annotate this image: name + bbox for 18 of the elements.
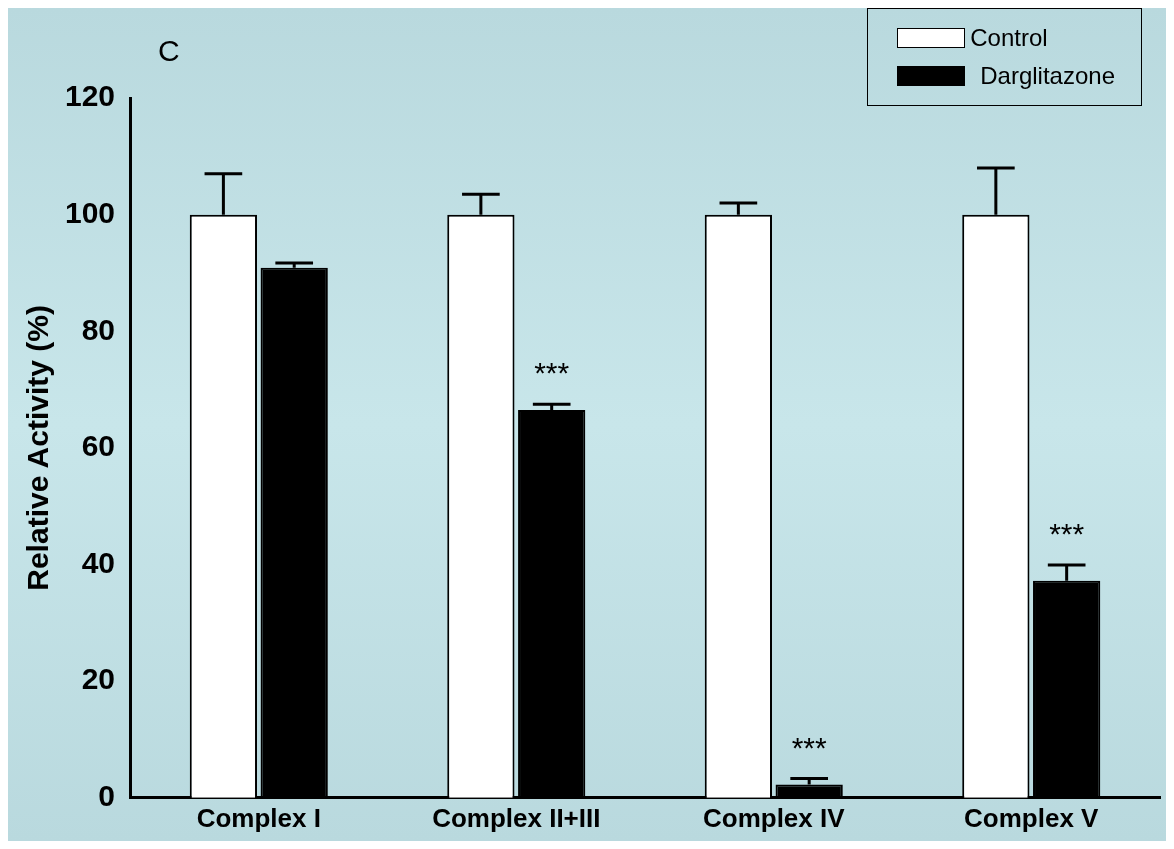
annotation: *** [791, 730, 828, 764]
y-tick-label: 40 [81, 545, 116, 579]
y-tick-label: 80 [81, 312, 116, 346]
x-tick-label: Complex IV [702, 802, 846, 833]
y-tick-label: 60 [81, 429, 116, 463]
y-tick-label: 100 [64, 195, 116, 229]
x-tick-label: Complex I [196, 802, 321, 833]
annotation: *** [534, 356, 570, 390]
x-tick-label: Complex II+III [432, 802, 601, 833]
y-tick-label: 20 [81, 662, 116, 696]
y-tick-label: 120 [64, 79, 116, 113]
x-tick-label: Complex V [964, 802, 1100, 833]
y-axis-title: Relative Activity (%) [21, 305, 55, 591]
y-tick-label: 0 [98, 779, 116, 813]
legend-label: Control [970, 24, 1048, 52]
legend-label: Darglitazone [980, 62, 1115, 90]
text: C [158, 34, 180, 68]
annotation: *** [1049, 517, 1085, 551]
